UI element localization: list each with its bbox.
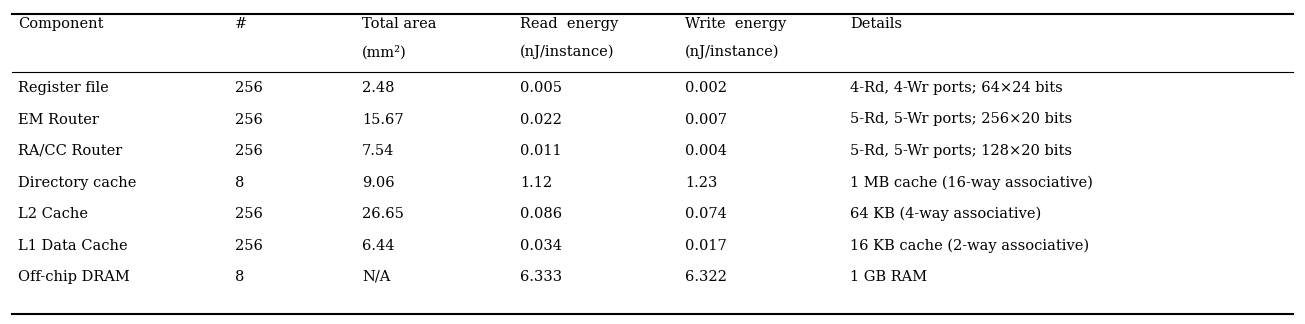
Text: 6.333: 6.333	[519, 270, 562, 284]
Text: (nJ/instance): (nJ/instance)	[685, 45, 779, 59]
Text: Total area: Total area	[361, 17, 436, 31]
Text: 8: 8	[235, 270, 244, 284]
Text: Write  energy: Write energy	[685, 17, 786, 31]
Text: 4-Rd, 4-Wr ports; 64×24 bits: 4-Rd, 4-Wr ports; 64×24 bits	[850, 81, 1062, 95]
Text: 0.074: 0.074	[685, 207, 727, 221]
Text: 5-Rd, 5-Wr ports; 256×20 bits: 5-Rd, 5-Wr ports; 256×20 bits	[850, 112, 1073, 126]
Text: Details: Details	[850, 17, 902, 31]
Text: Directory cache: Directory cache	[18, 176, 137, 190]
Text: 0.034: 0.034	[519, 238, 562, 252]
Text: 256: 256	[235, 207, 262, 221]
Text: N/A: N/A	[361, 270, 390, 284]
Text: RA/CC Router: RA/CC Router	[18, 144, 123, 158]
Text: #: #	[235, 17, 247, 31]
Text: EM Router: EM Router	[18, 112, 99, 126]
Text: 256: 256	[235, 112, 262, 126]
Text: 0.005: 0.005	[519, 81, 562, 95]
Text: 1.23: 1.23	[685, 176, 718, 190]
Text: 15.67: 15.67	[361, 112, 403, 126]
Text: Off-chip DRAM: Off-chip DRAM	[18, 270, 129, 284]
Text: Register file: Register file	[18, 81, 108, 95]
Text: (nJ/instance): (nJ/instance)	[519, 45, 615, 59]
Text: Read  energy: Read energy	[519, 17, 619, 31]
Text: Component: Component	[18, 17, 103, 31]
Text: (mm²): (mm²)	[361, 45, 407, 59]
Text: 1 GB RAM: 1 GB RAM	[850, 270, 927, 284]
Text: 0.017: 0.017	[685, 238, 727, 252]
Text: 26.65: 26.65	[361, 207, 403, 221]
Text: 8: 8	[235, 176, 244, 190]
Text: 1 MB cache (16-way associative): 1 MB cache (16-way associative)	[850, 175, 1092, 190]
Text: 0.007: 0.007	[685, 112, 727, 126]
Text: 6.322: 6.322	[685, 270, 727, 284]
Text: 16 KB cache (2-way associative): 16 KB cache (2-way associative)	[850, 238, 1090, 253]
Text: 2.48: 2.48	[361, 81, 394, 95]
Text: 0.004: 0.004	[685, 144, 727, 158]
Text: L2 Cache: L2 Cache	[18, 207, 87, 221]
Text: 0.086: 0.086	[519, 207, 562, 221]
Text: 0.002: 0.002	[685, 81, 727, 95]
Text: 9.06: 9.06	[361, 176, 394, 190]
Text: 256: 256	[235, 238, 262, 252]
Text: 256: 256	[235, 144, 262, 158]
Text: L1 Data Cache: L1 Data Cache	[18, 238, 128, 252]
Text: 64 KB (4-way associative): 64 KB (4-way associative)	[850, 207, 1041, 221]
Text: 0.011: 0.011	[519, 144, 561, 158]
Text: 1.12: 1.12	[519, 176, 552, 190]
Text: 256: 256	[235, 81, 262, 95]
Text: 5-Rd, 5-Wr ports; 128×20 bits: 5-Rd, 5-Wr ports; 128×20 bits	[850, 144, 1071, 158]
Text: 0.022: 0.022	[519, 112, 562, 126]
Text: 6.44: 6.44	[361, 238, 394, 252]
Text: 7.54: 7.54	[361, 144, 394, 158]
